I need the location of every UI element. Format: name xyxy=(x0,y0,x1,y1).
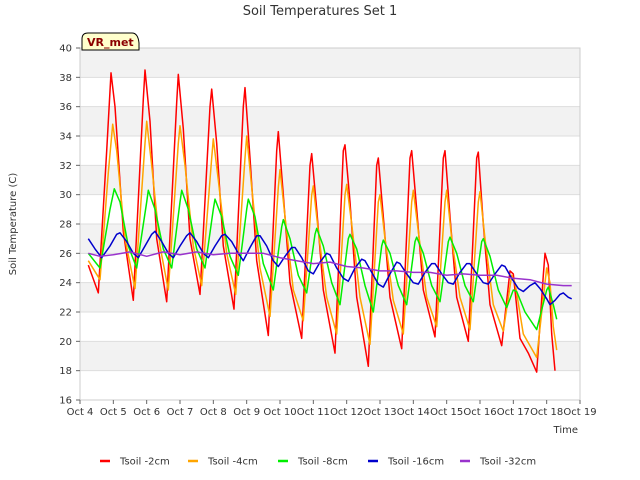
y-axis-label: Soil Temperature (C) xyxy=(8,173,19,276)
chart-title: Soil Temperatures Set 1 xyxy=(243,4,398,19)
y-axis-ticks: 16 18 20 22 24 26 28 30 32 34 36 38 40 xyxy=(59,44,80,407)
series-line-3 xyxy=(87,188,558,331)
legend-label: Tsoil -2cm xyxy=(119,457,170,468)
background-band xyxy=(80,106,580,136)
series-line-4 xyxy=(87,230,573,306)
background-band xyxy=(80,194,580,224)
x-tick-label: Oct 6 xyxy=(133,407,160,418)
background-band xyxy=(80,370,580,400)
y-tick-label: 28 xyxy=(59,220,72,231)
x-tick-label: Oct 17 xyxy=(497,407,530,418)
x-tick-label: Oct 13 xyxy=(363,407,396,418)
y-tick-label: 34 xyxy=(59,132,72,143)
x-tick-label: Oct 7 xyxy=(167,407,194,418)
background-band xyxy=(80,224,580,254)
y-tick-label: 38 xyxy=(59,73,72,84)
y-tick-label: 26 xyxy=(59,249,72,260)
x-axis-ticks: Oct 4 Oct 5 Oct 6 Oct 7 Oct 8 Oct 9 Oct 10 Oct … xyxy=(67,400,597,418)
y-tick-label: 22 xyxy=(59,308,72,319)
background-band xyxy=(80,136,580,166)
y-tick-label: 30 xyxy=(59,190,72,201)
station-badge-label: VR_met xyxy=(87,36,134,49)
legend: Tsoil -2cm Tsoil -4cm Tsoil -8cm Tsoil -16c… xyxy=(100,457,536,468)
series-line-2 xyxy=(87,120,558,359)
legend-label: Tsoil -8cm xyxy=(297,457,348,468)
x-tick-label: Oct 16 xyxy=(463,407,496,418)
legend-label: Tsoil -16cm xyxy=(387,457,444,468)
y-tick-label: 16 xyxy=(59,396,72,407)
background-band xyxy=(80,48,580,78)
station-badge: VR_met xyxy=(81,32,140,51)
series-lines xyxy=(87,69,573,373)
legend-label: Tsoil -32cm xyxy=(479,457,536,468)
x-tick-label: Oct 10 xyxy=(263,407,296,418)
x-tick-label: Oct 9 xyxy=(233,407,260,418)
x-tick-label: Oct 8 xyxy=(200,407,227,418)
x-tick-label: Oct 15 xyxy=(430,407,463,418)
x-tick-label: Oct 5 xyxy=(100,407,127,418)
station-badge-box xyxy=(81,32,140,51)
x-tick-label: Oct 12 xyxy=(330,407,363,418)
x-axis-label: Time xyxy=(553,425,578,436)
background-band xyxy=(80,165,580,195)
x-tick-label: Oct 19 xyxy=(563,407,596,418)
y-tick-label: 40 xyxy=(59,44,72,55)
y-tick-label: 20 xyxy=(59,337,72,348)
x-tick-label: Oct 11 xyxy=(297,407,330,418)
series-line-5 xyxy=(88,251,572,287)
x-tick-label: Oct 4 xyxy=(67,407,94,418)
y-tick-label: 32 xyxy=(59,161,72,172)
legend-label: Tsoil -4cm xyxy=(207,457,258,468)
x-tick-label: Oct 18 xyxy=(530,407,563,418)
background-band xyxy=(80,77,580,107)
y-tick-label: 18 xyxy=(59,366,72,377)
y-tick-label: 36 xyxy=(59,102,72,113)
x-tick-label: Oct 14 xyxy=(397,407,430,418)
background-band xyxy=(80,341,580,371)
y-tick-label: 24 xyxy=(59,278,72,289)
